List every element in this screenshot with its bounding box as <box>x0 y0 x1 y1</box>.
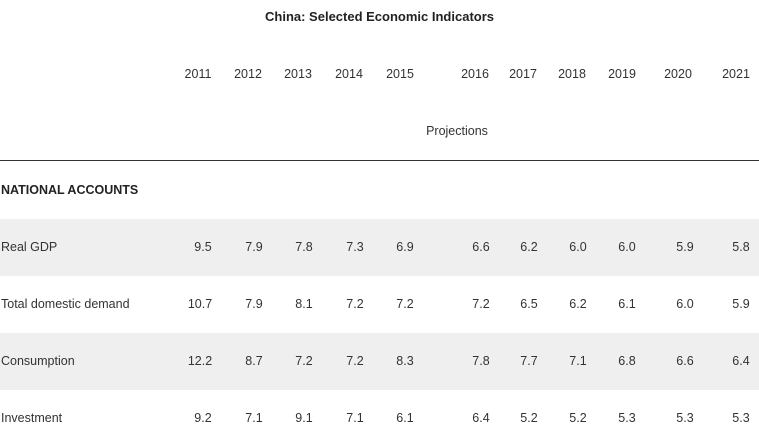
table-cell: 5.2 <box>569 411 587 425</box>
table-row: Consumption 12.2 8.7 7.2 7.2 8.3 7.8 7.7… <box>0 333 759 390</box>
year-header: 2021 <box>722 67 750 81</box>
table-cell: 5.9 <box>676 240 694 254</box>
table-cell: 6.5 <box>520 297 538 311</box>
table-cell: 6.8 <box>618 354 636 368</box>
table-cell: 6.0 <box>618 240 636 254</box>
table-cell: 5.9 <box>732 297 750 311</box>
year-header: 2018 <box>558 67 586 81</box>
table-cell: 7.8 <box>472 354 490 368</box>
table-cell: 9.1 <box>295 411 313 425</box>
table-row: Real GDP 9.5 7.9 7.8 7.3 6.9 6.6 6.2 6.0… <box>0 219 759 276</box>
table-cell: 7.3 <box>346 240 364 254</box>
table-cell: 7.2 <box>346 354 364 368</box>
table-cell: 7.2 <box>396 297 414 311</box>
table-title: China: Selected Economic Indicators <box>265 9 494 24</box>
table-cell: 9.2 <box>194 411 212 425</box>
row-label: Total domestic demand <box>1 297 130 311</box>
table-cell: 6.9 <box>396 240 414 254</box>
table-cell: 6.2 <box>569 297 587 311</box>
table-cell: 8.1 <box>295 297 313 311</box>
year-header: 2017 <box>509 67 537 81</box>
year-header: 2011 <box>184 67 212 81</box>
table-cell: 9.5 <box>194 240 212 254</box>
table-cell: 7.1 <box>569 354 587 368</box>
table-cell: 6.4 <box>732 354 750 368</box>
table-cell: 7.1 <box>346 411 364 425</box>
table-cell: 7.1 <box>245 411 263 425</box>
year-header: 2015 <box>386 67 414 81</box>
row-label: Real GDP <box>1 240 58 254</box>
table-cell: 5.3 <box>676 411 694 425</box>
table-cell: 7.2 <box>346 297 364 311</box>
table-cell: 8.7 <box>245 354 263 368</box>
header-divider <box>0 160 759 161</box>
row-label: Investment <box>1 411 63 425</box>
table-row: Total domestic demand 10.7 7.9 8.1 7.2 7… <box>0 276 759 333</box>
table-cell: 6.0 <box>676 297 694 311</box>
row-label: Consumption <box>1 354 75 368</box>
table-cell: 7.7 <box>520 354 538 368</box>
table-row: Investment 9.2 7.1 9.1 7.1 6.1 6.4 5.2 5… <box>0 390 759 447</box>
table-cell: 5.2 <box>520 411 538 425</box>
table-cell: 7.2 <box>472 297 490 311</box>
year-header: 2019 <box>608 67 636 81</box>
year-header: 2014 <box>335 67 363 81</box>
table-cell: 6.1 <box>618 297 636 311</box>
year-header: 2020 <box>664 67 692 81</box>
table-cell: 8.3 <box>396 354 414 368</box>
year-header: 2012 <box>234 67 262 81</box>
table-cell: 7.9 <box>245 297 263 311</box>
year-header: 2016 <box>461 67 489 81</box>
table-cell: 7.2 <box>295 354 313 368</box>
table-cell: 5.8 <box>732 240 750 254</box>
table-cell: 5.3 <box>732 411 750 425</box>
table-cell: 6.2 <box>520 240 538 254</box>
table-cell: 6.6 <box>472 240 490 254</box>
year-header: 2013 <box>284 67 312 81</box>
table-cell: 10.7 <box>187 297 213 311</box>
table-cell: 6.1 <box>396 411 414 425</box>
table-cell: 5.3 <box>618 411 636 425</box>
section-heading: NATIONAL ACCOUNTS <box>1 183 139 197</box>
table-cell: 6.6 <box>676 354 694 368</box>
table-cell: 6.4 <box>472 411 490 425</box>
table-cell: 7.8 <box>295 240 313 254</box>
table-cell: 7.9 <box>245 240 263 254</box>
table-cell: 6.0 <box>569 240 587 254</box>
projections-label: Projections <box>426 124 488 138</box>
year-header-row: 2011 2012 2013 2014 2015 2016 2017 2018 … <box>0 67 759 83</box>
table-cell: 12.2 <box>187 354 213 368</box>
